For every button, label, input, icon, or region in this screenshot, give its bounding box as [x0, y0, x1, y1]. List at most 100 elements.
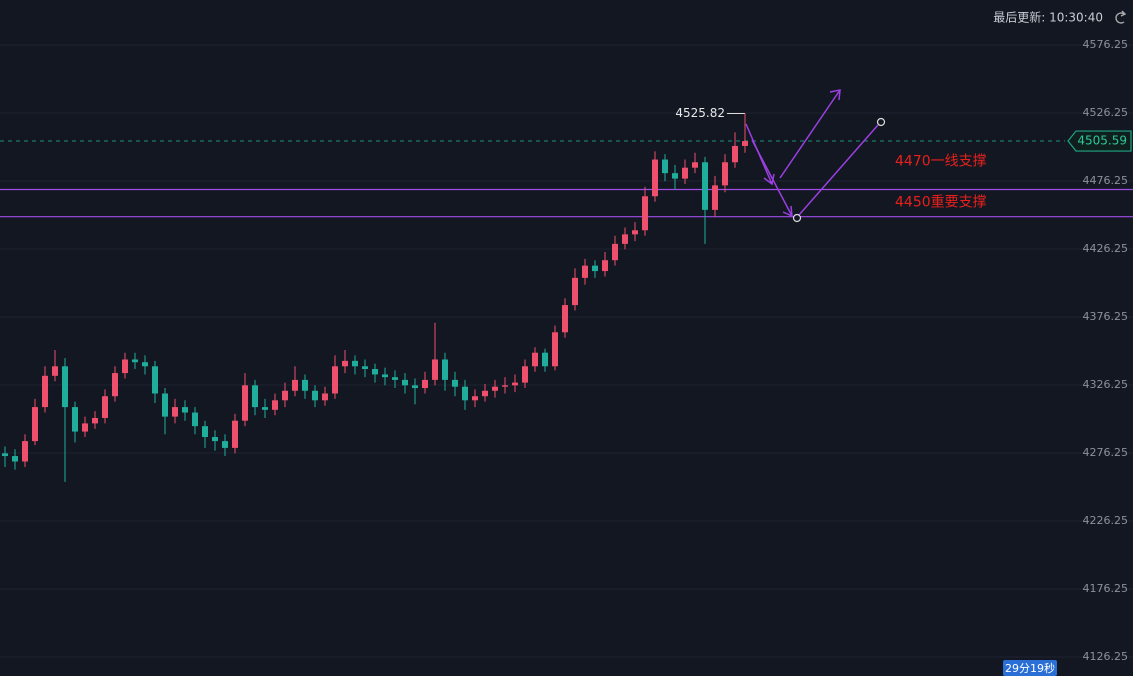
candles	[2, 113, 748, 482]
candle-body	[252, 385, 258, 408]
arrow-head	[782, 205, 793, 218]
y-tick-label: 4326.25	[1083, 378, 1129, 391]
y-tick-label: 4126.25	[1083, 650, 1129, 663]
candle-body	[2, 453, 8, 457]
candle-body	[522, 366, 528, 383]
candle-body	[52, 366, 58, 376]
candle-body	[692, 162, 698, 168]
refresh-icon[interactable]	[1115, 10, 1127, 24]
candle-body	[562, 305, 568, 333]
anchor-point	[792, 213, 802, 223]
candle-body	[652, 159, 658, 197]
levels: 4470一线支撑 4450重要支撑 4525.82	[0, 106, 1133, 218]
candle-body	[402, 379, 408, 386]
candle-body	[622, 234, 628, 244]
candle-body	[422, 379, 428, 389]
candle-body	[182, 407, 188, 413]
candle-body	[82, 423, 88, 432]
y-axis: 4126.25 4176.25 4226.25 4276.25 4326.25 4376.…	[1067, 38, 1132, 663]
candle-body	[322, 393, 328, 401]
candle-body	[62, 366, 68, 408]
candle-body	[142, 362, 148, 367]
anchor-point	[876, 117, 886, 127]
y-tick-label: 4226.25	[1083, 514, 1129, 527]
y-tick-label: 4376.25	[1083, 310, 1129, 323]
candle-body	[262, 407, 268, 410]
y-tick-label: 4276.25	[1083, 446, 1129, 459]
candle-body	[662, 159, 668, 174]
candle-body	[602, 260, 608, 272]
candle-body	[432, 359, 438, 380]
candle-body	[742, 141, 748, 146]
countdown: 29分19秒	[1005, 661, 1055, 675]
candle-body	[352, 360, 358, 367]
candle-body	[212, 437, 218, 442]
candle-body	[642, 196, 648, 231]
candle-body	[672, 173, 678, 179]
y-tick-label: 4476.25	[1083, 174, 1129, 187]
candle-body	[32, 407, 38, 442]
candle-body	[442, 359, 448, 380]
candle-body	[702, 162, 708, 210]
high-marker-label: 4525.82	[675, 106, 725, 120]
candle-body	[72, 407, 78, 432]
candle-body	[532, 352, 538, 367]
candle-body	[222, 441, 228, 448]
arrow-head	[763, 173, 775, 186]
candle-body	[102, 396, 108, 418]
candle-body	[132, 359, 138, 363]
candle-body	[272, 400, 278, 410]
arrow	[751, 139, 793, 217]
candle-body	[232, 420, 238, 448]
candle-body	[92, 417, 98, 424]
candle-body	[712, 185, 718, 210]
candle-body	[482, 390, 488, 397]
candle-body	[332, 366, 338, 394]
candle-body	[512, 382, 518, 386]
candle-body	[162, 393, 168, 417]
refresh-arrow[interactable]	[1120, 10, 1127, 17]
candle-body	[392, 377, 398, 380]
y-tick-label: 4576.25	[1083, 38, 1129, 51]
candle-body	[282, 390, 288, 401]
candle-body	[572, 277, 578, 306]
candle-body	[462, 386, 468, 401]
candle-body	[362, 366, 368, 370]
candle-body	[242, 385, 248, 421]
forecast-arrows	[745, 89, 886, 223]
last-price-box	[1067, 130, 1132, 152]
candle-body	[452, 379, 458, 387]
candle-body	[682, 167, 688, 179]
candle-body	[612, 243, 618, 261]
y-tick-label: 4426.25	[1083, 242, 1129, 255]
candle-body	[732, 145, 738, 163]
candle-body	[502, 385, 508, 387]
candle-body	[542, 352, 548, 367]
candle-body	[722, 162, 728, 186]
candle-body	[302, 379, 308, 391]
arrow	[798, 124, 879, 216]
candle-body	[552, 332, 558, 367]
last-price-label: 4505.59	[1077, 134, 1127, 148]
refresh-arc[interactable]	[1115, 12, 1125, 24]
support-label: 4450重要支撑	[895, 195, 987, 211]
candle-body	[632, 230, 638, 235]
candle-body	[342, 360, 348, 367]
candle-body	[22, 441, 28, 462]
candle-body	[312, 390, 318, 401]
candle-body	[12, 456, 18, 462]
candle-body	[292, 379, 298, 391]
candle-body	[192, 412, 198, 427]
candle-body	[382, 374, 388, 378]
arrow-head	[829, 89, 841, 101]
last-update: 最后更新: 10:30:40	[993, 10, 1103, 25]
y-tick-label: 4176.25	[1083, 582, 1129, 595]
candle-body	[202, 426, 208, 438]
candle-body	[112, 373, 118, 397]
arrow	[779, 89, 841, 179]
candle-body	[42, 375, 48, 408]
support-label: 4470一线支撑	[895, 153, 987, 169]
candle-body	[412, 385, 418, 389]
candle-body	[122, 359, 128, 374]
